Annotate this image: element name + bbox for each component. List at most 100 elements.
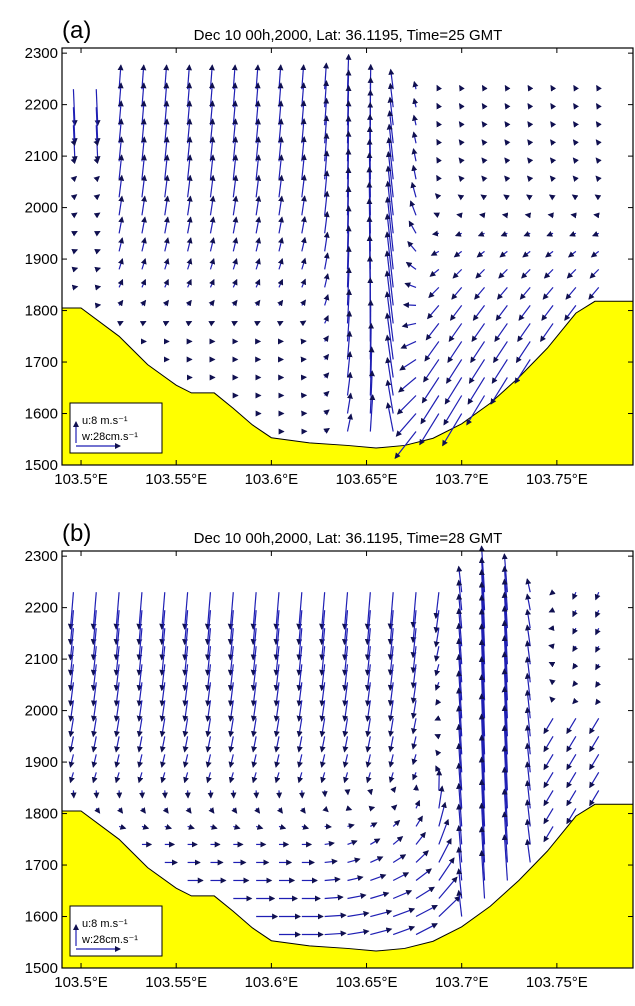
- flow-arrow: [392, 907, 416, 918]
- flow-arrow: [573, 103, 579, 110]
- flow-arrow: [446, 359, 463, 384]
- flow-arrow: [385, 151, 394, 198]
- y-tick-label: 1800: [25, 806, 58, 823]
- flow-arrow: [68, 718, 75, 738]
- flow-arrow: [387, 592, 394, 630]
- y-tick-label: 1900: [25, 251, 58, 268]
- flow-arrow: [524, 838, 531, 863]
- flow-arrow: [251, 736, 258, 753]
- flow-arrow: [159, 628, 166, 661]
- flow-arrow: [136, 610, 143, 646]
- flow-arrow: [550, 103, 557, 110]
- flow-arrow: [90, 646, 97, 676]
- flow-arrow: [182, 592, 189, 630]
- flow-arrow: [117, 299, 124, 307]
- flow-arrow: [250, 628, 257, 661]
- flow-arrow: [91, 736, 98, 753]
- flow-arrow: [113, 646, 120, 676]
- flow-arrow: [496, 287, 508, 300]
- flow-arrow: [91, 772, 98, 784]
- flow-arrow: [296, 592, 303, 630]
- flow-arrow: [118, 216, 125, 234]
- flow-arrow: [526, 194, 533, 201]
- flow-arrow: [208, 299, 215, 307]
- flow-arrow: [296, 610, 303, 646]
- flow-arrow: [324, 930, 347, 937]
- flow-arrow: [527, 84, 534, 92]
- flow-arrow: [250, 610, 257, 646]
- flow-arrow: [589, 268, 600, 279]
- y-tick-label: 2200: [25, 600, 58, 617]
- flow-arrow: [593, 212, 600, 219]
- flow-arrow: [347, 928, 370, 936]
- y-tick-label: 2000: [25, 200, 58, 217]
- flow-arrow: [231, 299, 238, 307]
- flow-arrow: [140, 299, 147, 307]
- flow-arrow: [273, 718, 280, 738]
- flow-arrow: [341, 628, 349, 661]
- flow-arrow: [594, 591, 601, 601]
- flow-arrow: [93, 212, 101, 219]
- flow-arrow: [299, 807, 306, 814]
- flow-arrow: [139, 807, 146, 814]
- flow-arrow: [251, 754, 258, 768]
- flow-arrow: [254, 278, 261, 288]
- flow-arrow: [323, 427, 330, 434]
- flow-arrow: [400, 340, 417, 349]
- flow-arrow: [436, 138, 442, 146]
- flow-arrow: [93, 157, 100, 165]
- flow-arrow: [364, 664, 371, 692]
- flow-arrow: [392, 819, 401, 827]
- flow-arrow: [392, 854, 407, 863]
- chart-panel-a: (a) Dec 10 00h,2000, Lat: 36.1195, Time=…: [25, 17, 634, 488]
- flow-arrow: [525, 578, 532, 593]
- flow-arrow: [566, 790, 577, 807]
- flow-arrow: [255, 258, 261, 270]
- flow-arrow: [159, 718, 166, 738]
- flow-arrow: [569, 231, 577, 237]
- flow-arrow: [518, 305, 531, 321]
- flow-arrow: [323, 293, 330, 306]
- flow-arrow: [232, 216, 239, 234]
- flow-arrow: [210, 824, 218, 830]
- flow-arrow: [141, 216, 147, 234]
- flow-arrow: [319, 610, 326, 646]
- flow-arrow: [227, 610, 234, 646]
- flow-arrow: [477, 231, 485, 237]
- x-tick-label: 103.55°E: [145, 471, 207, 488]
- x-tick-label: 103.65°E: [336, 974, 398, 991]
- flow-arrow: [365, 700, 372, 722]
- flow-arrow: [448, 323, 463, 342]
- flow-arrow: [182, 682, 189, 707]
- flow-arrow: [90, 628, 97, 661]
- flow-arrow: [589, 754, 600, 771]
- flow-arrow: [71, 107, 78, 145]
- flow-arrow: [160, 754, 166, 768]
- flow-arrow: [596, 84, 602, 92]
- flow-arrow: [392, 890, 413, 900]
- flow-arrow: [300, 195, 307, 216]
- flow-arrow: [347, 823, 355, 829]
- flow-arrow: [319, 646, 326, 676]
- flow-arrow: [254, 299, 261, 307]
- flow-arrow: [479, 212, 486, 219]
- flow-arrow: [346, 288, 353, 324]
- flow-arrow: [273, 664, 280, 692]
- y-tick-label: 1500: [25, 960, 58, 977]
- flow-arrow: [319, 754, 326, 768]
- flow-arrow: [415, 904, 438, 918]
- flow-arrow: [70, 139, 77, 147]
- flow-arrow: [387, 82, 394, 108]
- flow-arrow: [493, 341, 508, 364]
- flow-arrow: [564, 305, 577, 321]
- flow-arrow: [369, 394, 376, 432]
- x-tick-label: 103.5°E: [54, 471, 108, 488]
- y-tick-label: 1700: [25, 354, 58, 371]
- flow-arrow: [390, 804, 398, 811]
- flow-arrow: [543, 790, 554, 807]
- flow-arrow: [595, 157, 602, 164]
- flow-arrow: [204, 592, 212, 630]
- flow-arrow: [365, 718, 372, 738]
- flow-arrow: [208, 807, 215, 814]
- flow-arrow: [324, 894, 344, 901]
